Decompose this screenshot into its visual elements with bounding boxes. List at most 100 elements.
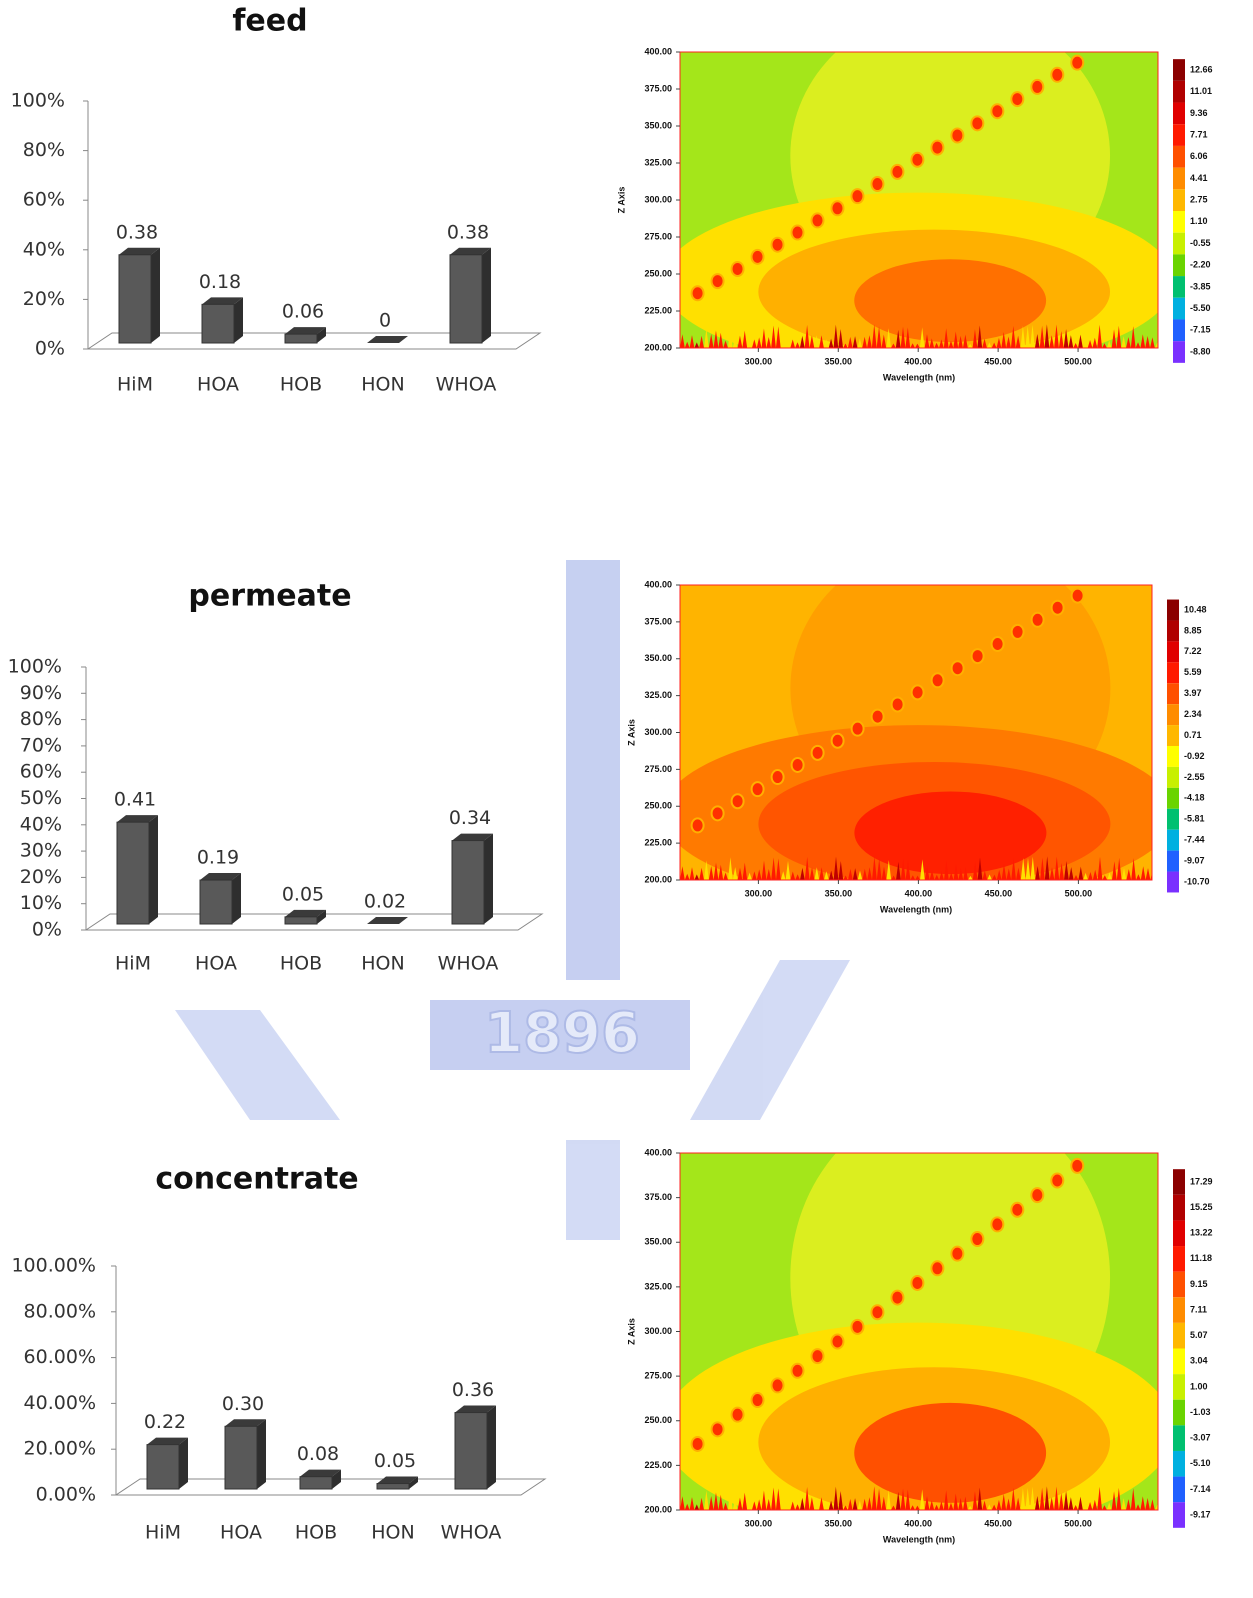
y-tick-label: 225.00 [644,305,672,315]
scatter-dot [952,661,964,675]
x-tick-label: HOB [280,374,322,396]
colorbar-swatch [1167,662,1179,683]
colorbar-label: -5.81 [1184,814,1205,824]
value-label: 0.08 [297,1443,339,1465]
contour-chart: 300.00350.00400.00450.00500.00200.00225.… [626,541,1209,915]
scatter-dot [732,262,744,276]
scatter-dot [811,1349,823,1363]
bar [225,1426,257,1489]
bar-chart: concentrate0.00%20.00%40.00%60.00%80.00%… [11,1162,545,1544]
y-tick-label: 350.00 [644,1237,672,1247]
colorbar-label: -7.15 [1190,325,1211,335]
colorbar-swatch [1167,620,1179,641]
bar-side [234,297,243,343]
colorbar-swatch [1173,1195,1185,1221]
scatter-dot [1052,601,1064,615]
colorbar-swatch [1173,59,1185,81]
colorbar-label: -0.55 [1190,238,1211,248]
bar-side [151,248,160,343]
scatter-dot [1072,589,1084,603]
scatter-dot [872,710,884,724]
colorbar-swatch [1173,146,1185,168]
bar [455,1413,487,1489]
scatter-dot [971,116,983,130]
bar [119,255,151,343]
colorbar-label: 3.04 [1190,1356,1208,1366]
y-tick-label: 80.00% [24,1300,96,1322]
y-tick-label: 200.00 [644,1504,672,1514]
colorbar-swatch [1173,189,1185,211]
scatter-dot [792,226,804,240]
y-tick-label: 10% [20,892,62,914]
scatter-dot [932,673,944,687]
colorbar-label: -2.20 [1190,260,1211,270]
colorbar-label: 12.66 [1190,64,1213,74]
y-tick-label: 400.00 [644,1147,672,1157]
scatter-dot [812,746,824,760]
colorbar-label: 2.75 [1190,195,1208,205]
scatter-dot [991,104,1003,118]
scatter-dot [1011,92,1023,106]
y-tick-label: 100.00% [11,1255,96,1277]
scatter-dot [772,1378,784,1392]
colorbar-swatch [1167,767,1179,788]
page: 1896 feed0%20%40%60%80%100%0.38HiM0.18HO… [0,0,1253,1598]
scatter-dot [1071,1159,1083,1173]
bar [285,917,317,924]
colorbar-swatch [1173,103,1185,125]
bar [200,880,232,924]
x-tick-label: 450.00 [985,888,1013,898]
watermark-text: 1896 [484,1001,640,1066]
y-tick-label: 275.00 [644,764,672,774]
scatter-dot [831,201,843,215]
colorbar-label: -1.03 [1190,1407,1211,1417]
x-tick-label: 450.00 [984,356,1012,366]
value-label: 0.36 [452,1379,494,1401]
chart-title: permeate [188,579,351,614]
colorbar-label: -10.70 [1184,876,1210,886]
colorbar-swatch [1173,298,1185,320]
scatter-dot [712,274,724,288]
value-label: 0.41 [114,789,156,811]
colorbar-label: -0.92 [1184,751,1205,761]
y-tick-label: 225.00 [644,1460,672,1470]
colorbar-label: 11.01 [1190,86,1212,96]
colorbar-label: -7.44 [1184,835,1205,845]
bar-chart: permeate0%10%20%30%40%50%60%70%80%90%100… [8,579,542,975]
scatter-dot [1051,1173,1063,1187]
x-tick-label: 300.00 [745,356,773,366]
y-axis-label: Z Axis [626,719,636,746]
chart-title: feed [232,4,307,39]
watermark-shape [566,1140,620,1240]
scatter-dot [1031,1188,1043,1202]
bar [377,1484,409,1489]
scatter-dot [991,1217,1003,1231]
field-region [854,259,1046,342]
bar [202,304,234,343]
y-tick-label: 250.00 [644,268,672,278]
colorbar-swatch [1173,1220,1185,1246]
bar [300,1477,332,1489]
y-tick-label: 200.00 [644,342,672,352]
colorbar-swatch [1173,1400,1185,1426]
scatter-dot [912,685,924,699]
scatter-dot [1032,613,1044,627]
x-tick-label: 350.00 [825,356,853,366]
colorbar-label: -3.07 [1190,1433,1211,1443]
x-tick-label: HON [371,1522,414,1544]
x-tick-label: 300.00 [745,888,773,898]
scatter-dot [931,141,943,155]
value-label: 0.38 [116,221,158,243]
x-tick-label: 500.00 [1065,888,1093,898]
x-tick-label: 500.00 [1064,356,1092,366]
colorbar-swatch [1167,788,1179,809]
y-tick-label: 275.00 [644,231,672,241]
scatter-dot [1031,80,1043,94]
y-tick-label: 275.00 [644,1371,672,1381]
bar-side [149,815,158,924]
x-tick-label: WHOA [438,953,499,975]
x-tick-label: WHOA [441,1522,502,1544]
y-tick-label: 300.00 [644,1326,672,1336]
scatter-dot [792,1364,804,1378]
colorbar-swatch [1173,1349,1185,1375]
